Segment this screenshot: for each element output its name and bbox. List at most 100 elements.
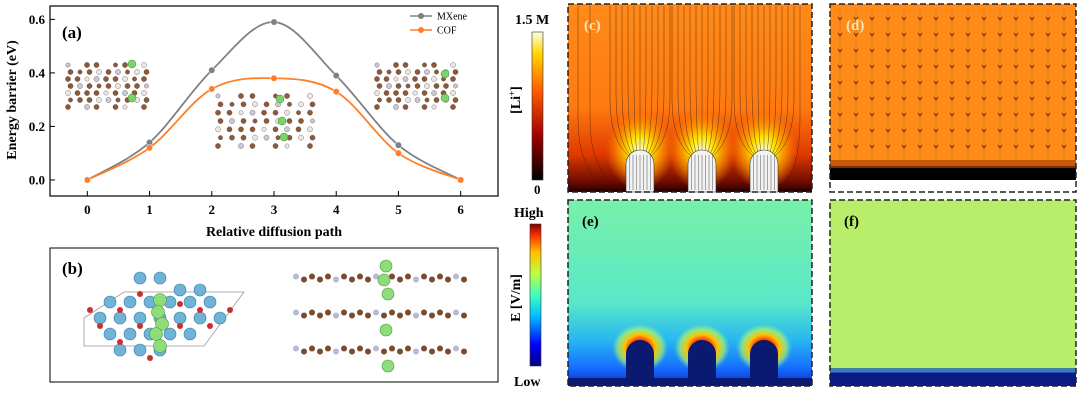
flux-arrow xyxy=(853,144,859,149)
x-tick-label: 0 xyxy=(84,202,91,217)
energy-barrier-chart: (a) 0.0 0.2 0.4 0.6 0 1 2 3 4 5 6 Energy barrier … xyxy=(5,5,499,240)
flux-arrow xyxy=(1013,96,1019,101)
y-tick-label: 0.6 xyxy=(29,12,46,27)
flux-arrow xyxy=(853,96,859,101)
flux-arrow xyxy=(965,128,971,133)
flux-arrow xyxy=(949,96,955,101)
panel-e-frame xyxy=(567,199,813,387)
flux-arrow xyxy=(933,96,939,101)
flux-arrow xyxy=(869,112,875,117)
data-point-cof xyxy=(83,176,91,184)
flux-arrow xyxy=(837,96,843,101)
flux-arrow xyxy=(981,64,987,69)
flux-arrow xyxy=(1013,64,1019,69)
ti-atom xyxy=(173,311,187,325)
flux-arrow xyxy=(1061,48,1067,53)
flux-arrow xyxy=(917,16,923,21)
flux-arrow xyxy=(1029,128,1035,133)
panel-c-dendrites xyxy=(625,149,779,193)
flux-arrow xyxy=(1045,96,1051,101)
flux-arrow xyxy=(997,48,1003,53)
flux-arrow xyxy=(949,80,955,85)
panel-d-electrode xyxy=(830,180,1076,192)
x-tick-label: 6 xyxy=(457,202,464,217)
flux-arrow xyxy=(933,48,939,53)
flux-arrow xyxy=(997,80,1003,85)
streamline xyxy=(770,6,783,157)
panel-c-frame xyxy=(567,3,813,193)
flux-arrow xyxy=(1045,112,1051,117)
colorbar-e: High Low E [V/m] xyxy=(509,206,544,390)
molecule-inset-right xyxy=(374,62,459,110)
flux-arrow xyxy=(869,32,875,37)
x-tick-label: 3 xyxy=(271,202,278,217)
flux-arrow xyxy=(1013,80,1019,85)
panel-label-e: (e) xyxy=(582,214,599,230)
colorbar-e-gradient xyxy=(529,223,542,367)
flux-arrow xyxy=(869,144,875,149)
y-axis-label: Energy barrier (eV) xyxy=(5,40,20,160)
ti-atom xyxy=(153,271,167,285)
streamline xyxy=(650,6,671,157)
ti-atom xyxy=(133,271,147,285)
panel-f-field xyxy=(830,200,1076,386)
panel-label-a: (a) xyxy=(62,23,82,42)
colorbar-e-min: Low xyxy=(514,375,541,390)
flux-arrow xyxy=(1061,80,1067,85)
flux-arrow xyxy=(1061,96,1067,101)
ti-atom xyxy=(213,311,227,325)
flux-arrow xyxy=(853,80,859,85)
flux-arrow xyxy=(837,144,843,149)
flux-arrow xyxy=(837,64,843,69)
colorbar-li-min: 0 xyxy=(534,182,541,197)
flux-arrow xyxy=(901,16,907,21)
y-axis-ticks: 0.0 0.2 0.4 0.6 xyxy=(29,12,55,187)
ti-atom xyxy=(183,295,197,309)
li-ion-atom xyxy=(153,293,167,307)
flux-arrow xyxy=(933,80,939,85)
streamline xyxy=(648,6,665,157)
panel-c-streamlines xyxy=(577,6,801,191)
flux-arrow xyxy=(1045,128,1051,133)
flux-arrow xyxy=(1013,16,1019,21)
streamline xyxy=(671,6,692,157)
flux-arrow xyxy=(997,112,1003,117)
data-point-mxene xyxy=(394,141,402,149)
y-tick-label: 0.0 xyxy=(29,172,45,187)
flux-arrow xyxy=(885,16,891,21)
flux-arrow xyxy=(837,112,843,117)
colorbar-e-label: E [V/m] xyxy=(509,274,524,322)
panel-e-electrode xyxy=(568,378,812,386)
flux-arrow xyxy=(981,48,987,53)
flux-arrow xyxy=(917,112,923,117)
flux-arrow xyxy=(965,64,971,69)
ti-atom xyxy=(203,295,217,309)
ti-atom xyxy=(183,327,197,341)
flux-arrow xyxy=(917,96,923,101)
data-point-cof xyxy=(270,74,278,82)
streamline xyxy=(712,6,733,157)
flux-arrow xyxy=(1013,128,1019,133)
li-ion-atom xyxy=(279,132,289,142)
flux-arrow xyxy=(933,144,939,149)
ti-atom xyxy=(113,311,127,325)
streamline xyxy=(646,6,659,157)
legend-label-cof: COF xyxy=(437,26,457,37)
o-atom xyxy=(177,301,183,307)
flux-arrow xyxy=(1045,48,1051,53)
flux-arrow xyxy=(1029,16,1035,21)
flux-arrow xyxy=(965,112,971,117)
flux-arrow xyxy=(965,80,971,85)
li-ion-atom xyxy=(155,317,169,331)
flux-arrow xyxy=(869,80,875,85)
flux-arrow xyxy=(853,64,859,69)
flux-arrow xyxy=(949,48,955,53)
flux-arrow xyxy=(885,144,891,149)
flux-arrow xyxy=(837,48,843,53)
data-point-mxene xyxy=(332,72,340,80)
legend-marker-mxene xyxy=(418,13,424,19)
streamline xyxy=(774,6,795,157)
streamline xyxy=(733,6,754,157)
o-atom xyxy=(137,291,143,297)
